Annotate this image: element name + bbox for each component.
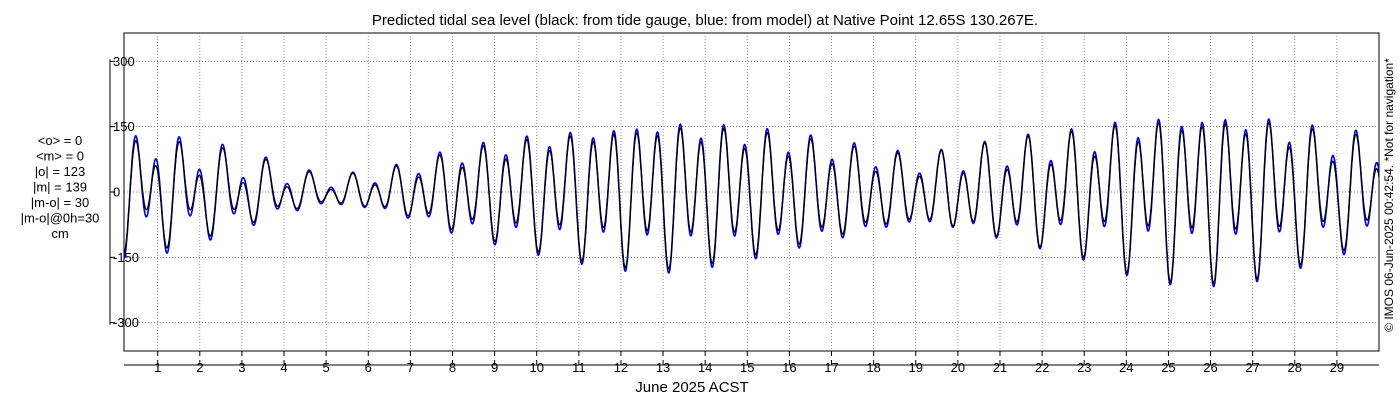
stats-line: cm (51, 226, 68, 241)
x-tick-label: 14 (698, 360, 712, 375)
x-axis-label: June 2025 ACST (635, 379, 748, 396)
y-tick-label: 300 (113, 54, 135, 69)
x-tick-label: 21 (993, 360, 1007, 375)
x-tick-label: 8 (449, 360, 456, 375)
x-tick-label: 3 (238, 360, 245, 375)
x-tick-label: 27 (1245, 360, 1259, 375)
x-tick-label: 12 (614, 360, 628, 375)
x-tick-label: 7 (407, 360, 414, 375)
x-tick-label: 6 (365, 360, 372, 375)
stats-line: |m-o|@0h=30 (21, 211, 100, 226)
x-tick-label: 1 (154, 360, 161, 375)
x-tick-label: 29 (1330, 360, 1344, 375)
x-tick-label: 20 (951, 360, 965, 375)
stats-line: <m> = 0 (36, 149, 84, 164)
x-tick-label: 9 (491, 360, 498, 375)
x-tick-label: 26 (1203, 360, 1217, 375)
stats-line: |m-o| = 30 (31, 195, 89, 210)
stats-line: |o| = 123 (35, 164, 86, 179)
x-tick-label: 2 (196, 360, 203, 375)
x-tick-label: 16 (782, 360, 796, 375)
x-tick-label: 18 (866, 360, 880, 375)
stats-line: <o> = 0 (38, 133, 82, 148)
x-tick-label: 19 (909, 360, 923, 375)
y-tick-label: -150 (113, 250, 139, 265)
stats-line: |m| = 139 (33, 180, 87, 195)
x-tick-label: 10 (529, 360, 543, 375)
series-line-gauge (123, 122, 1380, 284)
copyright-note: © IMOS 06-Jun-2025 00:42:54. *Not for na… (1382, 58, 1396, 332)
y-tick-label: 150 (113, 119, 135, 134)
x-tick-label: 5 (323, 360, 330, 375)
x-tick-label: 11 (572, 360, 586, 375)
x-tick-label: 17 (824, 360, 838, 375)
x-tick-label: 22 (1035, 360, 1049, 375)
x-tick-label: 4 (280, 360, 287, 375)
x-tick-label: 25 (1161, 360, 1175, 375)
stats-annotation: <o> = 0<m> = 0|o| = 123|m| = 139|m-o| = … (21, 133, 100, 241)
x-tick-label: 23 (1077, 360, 1091, 375)
chart-title: Predicted tidal sea level (black: from t… (372, 12, 1038, 29)
x-tick-label: 24 (1119, 360, 1133, 375)
series-lines (123, 118, 1380, 288)
x-tick-label: 15 (740, 360, 754, 375)
x-tick-label: 13 (656, 360, 670, 375)
y-tick-label: -300 (113, 315, 139, 330)
x-tick-label: 28 (1288, 360, 1302, 375)
y-tick-label: 0 (113, 185, 120, 200)
